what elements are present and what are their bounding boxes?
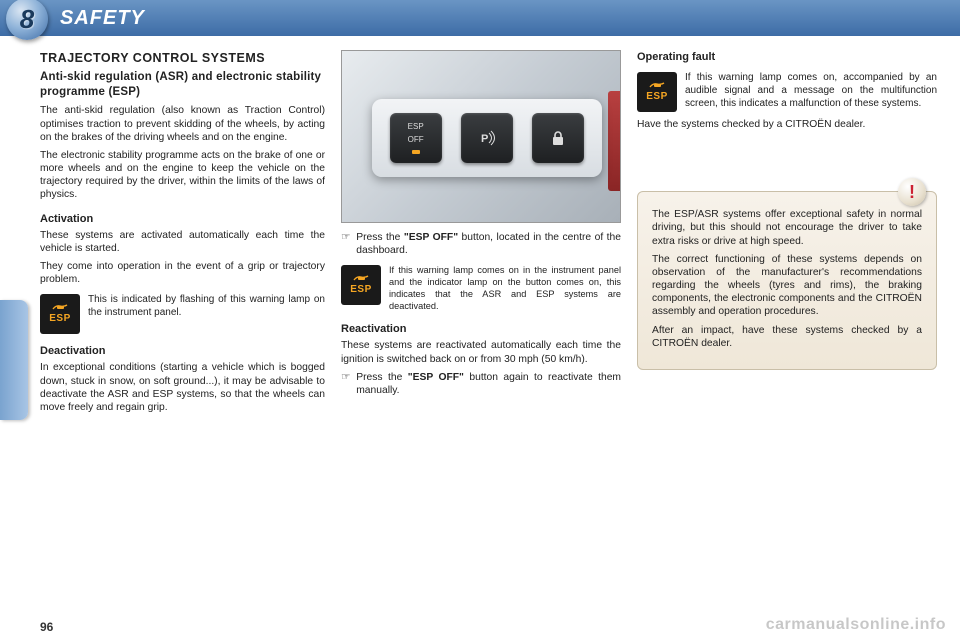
paragraph: Have the systems checked by a CITROËN de… bbox=[637, 118, 937, 131]
esp-warning-icon: ESP bbox=[637, 72, 677, 112]
page-content: TRAJECTORY CONTROL SYSTEMS Anti-skid reg… bbox=[40, 50, 946, 630]
car-skid-icon bbox=[51, 303, 69, 312]
esp-warning-icon: ESP bbox=[341, 265, 381, 305]
esp-off-button: ESP OFF bbox=[390, 113, 442, 163]
esp-icon-label: ESP bbox=[646, 91, 668, 104]
subsection-activation: Activation bbox=[40, 212, 325, 226]
page-header: 8 SAFETY bbox=[0, 0, 960, 36]
esp-warning-row: ESP If this warning lamp comes on in the… bbox=[341, 265, 621, 312]
svg-text:P: P bbox=[481, 133, 488, 145]
paragraph: The electronic stability programme acts … bbox=[40, 149, 325, 202]
side-tab bbox=[0, 300, 28, 420]
warning-paragraph: The correct functioning of these systems… bbox=[652, 253, 922, 319]
dashboard-photo: ESP OFF P bbox=[341, 50, 621, 223]
icon-caption: If this warning lamp comes on in the ins… bbox=[389, 265, 621, 312]
led-icon bbox=[412, 150, 420, 154]
paragraph: In exceptional conditions (starting a ve… bbox=[40, 361, 325, 414]
instruction-bullet: ☞ Press the "ESP OFF" button again to re… bbox=[341, 371, 621, 397]
paragraph: These systems are activated automaticall… bbox=[40, 229, 325, 255]
esp-icon-label: ESP bbox=[350, 284, 372, 297]
dash-panel: ESP OFF P bbox=[372, 99, 602, 177]
section-subtitle: Anti-skid regulation (ASR) and electroni… bbox=[40, 70, 325, 99]
chapter-badge: 8 bbox=[6, 0, 48, 40]
icon-caption: If this warning lamp comes on, accompani… bbox=[685, 72, 937, 110]
bullet-text: Press the "ESP OFF" button, located in t… bbox=[356, 231, 621, 257]
pointer-icon: ☞ bbox=[341, 371, 350, 397]
parking-button: P bbox=[461, 113, 513, 163]
warning-paragraph: The ESP/ASR systems offer exceptional sa… bbox=[652, 208, 922, 248]
car-skid-icon bbox=[352, 274, 370, 283]
watermark: carmanualsonline.info bbox=[766, 616, 946, 634]
subsection-reactivation: Reactivation bbox=[341, 322, 621, 336]
chapter-number: 8 bbox=[20, 4, 34, 35]
page-number: 96 bbox=[40, 620, 53, 634]
column-3: Operating fault ESP If this warning lamp… bbox=[637, 50, 937, 630]
exclamation-icon: ! bbox=[909, 181, 915, 204]
warning-box: ! The ESP/ASR systems offer exceptional … bbox=[637, 191, 937, 370]
lock-button bbox=[532, 113, 584, 163]
esp-icon-label: ESP bbox=[49, 313, 71, 326]
esp-warning-row: ESP This is indicated by flashing of thi… bbox=[40, 294, 325, 334]
subsection-deactivation: Deactivation bbox=[40, 344, 325, 358]
esp-warning-row: ESP If this warning lamp comes on, accom… bbox=[637, 72, 937, 112]
icon-caption: This is indicated by flashing of this wa… bbox=[88, 294, 325, 320]
header-title: SAFETY bbox=[60, 7, 145, 30]
column-2: ESP OFF P bbox=[341, 50, 621, 630]
lock-icon bbox=[549, 129, 567, 147]
car-skid-icon bbox=[648, 81, 666, 90]
pointer-icon: ☞ bbox=[341, 231, 350, 257]
btn-label: ESP bbox=[408, 122, 424, 132]
photo-red-strip bbox=[608, 91, 620, 191]
column-1: TRAJECTORY CONTROL SYSTEMS Anti-skid reg… bbox=[40, 50, 325, 630]
btn-label: OFF bbox=[408, 135, 424, 145]
warning-paragraph: After an impact, have these systems chec… bbox=[652, 324, 922, 350]
bullet-text: Press the "ESP OFF" button again to reac… bbox=[356, 371, 621, 397]
paragraph: They come into operation in the event of… bbox=[40, 260, 325, 286]
parking-sensor-icon: P bbox=[475, 129, 499, 147]
section-title: TRAJECTORY CONTROL SYSTEMS bbox=[40, 50, 325, 66]
esp-warning-icon: ESP bbox=[40, 294, 80, 334]
instruction-bullet: ☞ Press the "ESP OFF" button, located in… bbox=[341, 231, 621, 257]
paragraph: The anti-skid regulation (also known as … bbox=[40, 104, 325, 144]
warning-badge-icon: ! bbox=[898, 178, 926, 206]
paragraph: These systems are reactivated automatica… bbox=[341, 339, 621, 365]
subsection-fault: Operating fault bbox=[637, 50, 937, 64]
